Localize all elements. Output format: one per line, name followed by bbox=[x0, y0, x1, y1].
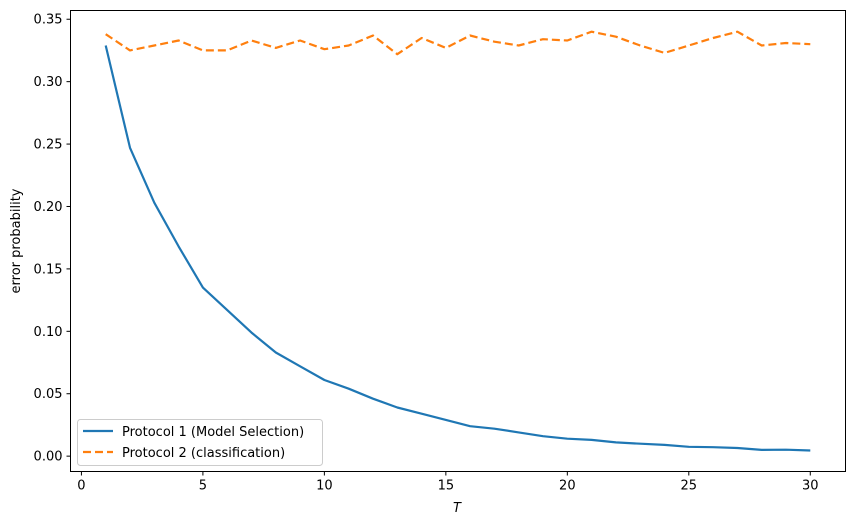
legend-label-protocol-2: Protocol 2 (classification) bbox=[122, 446, 285, 461]
series-line-protocol-1 bbox=[104, 45, 811, 452]
series-line-protocol-2 bbox=[105, 30, 811, 56]
y-tick-label: 0.20 bbox=[34, 200, 63, 215]
x-tick-label: 0 bbox=[77, 479, 85, 494]
x-axis: 0 5 10 15 20 25 30 bbox=[77, 471, 819, 494]
legend-label-protocol-1: Protocol 1 (Model Selection) bbox=[122, 425, 304, 440]
y-axis: 0.00 0.05 0.10 0.15 0.20 0.25 0.30 0.35 bbox=[34, 13, 71, 465]
y-tick-label: 0.10 bbox=[34, 325, 63, 340]
y-tick-label: 0.15 bbox=[34, 262, 63, 277]
legend: Protocol 1 (Model Selection) Protocol 2 … bbox=[77, 419, 323, 466]
y-tick-label: 0.00 bbox=[34, 450, 63, 465]
plot-area bbox=[104, 30, 811, 452]
x-tick-label: 25 bbox=[681, 479, 698, 494]
y-tick-label: 0.35 bbox=[34, 13, 63, 28]
legend-box bbox=[77, 419, 323, 466]
x-tick-label: 10 bbox=[316, 479, 333, 494]
x-axis-label: T bbox=[453, 501, 462, 516]
x-tick-label: 15 bbox=[438, 479, 455, 494]
y-tick-label: 0.25 bbox=[34, 138, 63, 153]
x-tick-label: 30 bbox=[802, 479, 819, 494]
y-tick-label: 0.30 bbox=[34, 75, 63, 90]
y-axis-label: error probability bbox=[9, 188, 24, 293]
y-tick-label: 0.05 bbox=[34, 387, 63, 402]
axes-frame bbox=[70, 10, 846, 472]
x-tick-label: 20 bbox=[559, 479, 576, 494]
x-tick-label: 5 bbox=[199, 479, 207, 494]
